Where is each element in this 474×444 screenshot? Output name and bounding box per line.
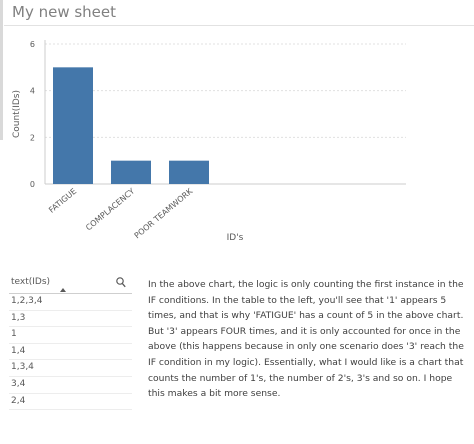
table-header[interactable]: text(IDs) (9, 275, 132, 294)
x-axis-title: ID's (227, 233, 244, 243)
table-row[interactable]: 1,3,4 (9, 360, 132, 377)
x-tick-label: POOR TEAMWORK (133, 186, 195, 240)
chart-bars (53, 67, 209, 184)
y-tick-labels: 0 2 4 6 (30, 40, 35, 189)
y-tick-label: 6 (30, 40, 35, 49)
sheet-edge-bar (0, 0, 3, 140)
x-tick-label: COMPLACENCY (84, 187, 136, 233)
chart-axes (44, 40, 406, 185)
y-tick-label: 0 (30, 180, 35, 189)
y-axis-title: Count(IDs) (12, 90, 22, 138)
column-header-text-ids[interactable]: text(IDs) (11, 277, 51, 287)
x-tick-label: FATIGUE (47, 187, 78, 215)
bar-fatigue[interactable] (53, 67, 93, 184)
table-row[interactable]: 1,4 (9, 344, 132, 361)
y-tick-label: 4 (30, 87, 35, 96)
bar-poor-teamwork[interactable] (169, 160, 209, 184)
sheet-title: My new sheet (12, 3, 117, 21)
ids-table[interactable]: text(IDs) 1,2,3,4 1,3 1 1,4 1,3,4 3,4 2,4 (9, 275, 132, 411)
table-row[interactable]: 2,4 (9, 394, 132, 411)
title-divider (4, 25, 474, 26)
table-row[interactable]: 1 (9, 327, 132, 344)
chart-gridlines (45, 43, 406, 138)
table-row[interactable]: 1,2,3,4 (9, 294, 132, 311)
y-tick-label: 2 (30, 133, 35, 142)
search-icon[interactable] (116, 277, 126, 288)
explanation-text: In the above chart, the logic is only co… (148, 279, 464, 400)
table-row[interactable]: 1,3 (9, 311, 132, 328)
bar-complacency[interactable] (111, 160, 151, 184)
table-body: 1,2,3,4 1,3 1 1,4 1,3,4 3,4 2,4 (9, 294, 132, 411)
table-row[interactable]: 3,4 (9, 377, 132, 394)
sort-ascending-icon[interactable] (60, 288, 66, 292)
